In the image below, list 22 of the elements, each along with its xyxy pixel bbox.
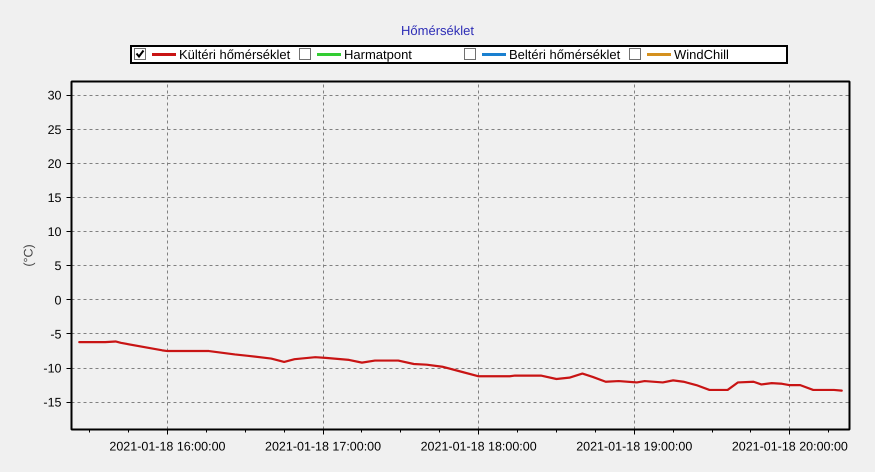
x-tick-label: 2021-01-18 18:00:00: [420, 440, 537, 454]
y-tick-label: 30: [48, 88, 62, 103]
x-tick-label: 2021-01-18 17:00:00: [265, 440, 382, 454]
chart-title: Hőmérséklet: [401, 23, 474, 38]
y-tick-label: 25: [48, 122, 62, 137]
legend-label: WindChill: [674, 47, 729, 62]
line-series: [78, 340, 843, 392]
x-tick-label: 2021-01-18 19:00:00: [576, 440, 692, 454]
legend-label: Beltéri hőmérséklet: [509, 47, 620, 62]
y-tick-label: 20: [48, 156, 62, 171]
legend-label: Kültéri hőmérséklet: [179, 47, 290, 62]
y-tick-label: 15: [48, 191, 62, 205]
x-tick-label: 2021-01-18 16:00:00: [109, 440, 226, 454]
x-tick-label: 2021-01-18 20:00:00: [732, 440, 848, 454]
y-tick-label: 10: [48, 225, 62, 240]
y-axis-title: (°C): [21, 244, 36, 267]
y-tick-label: -10: [43, 362, 62, 376]
legend-label: Harmatpont: [344, 47, 412, 62]
y-tick-label: 0: [54, 293, 62, 308]
y-tick-label: 5: [54, 259, 62, 274]
y-tick-label: -15: [43, 396, 62, 410]
y-tick-label: -5: [50, 327, 62, 342]
